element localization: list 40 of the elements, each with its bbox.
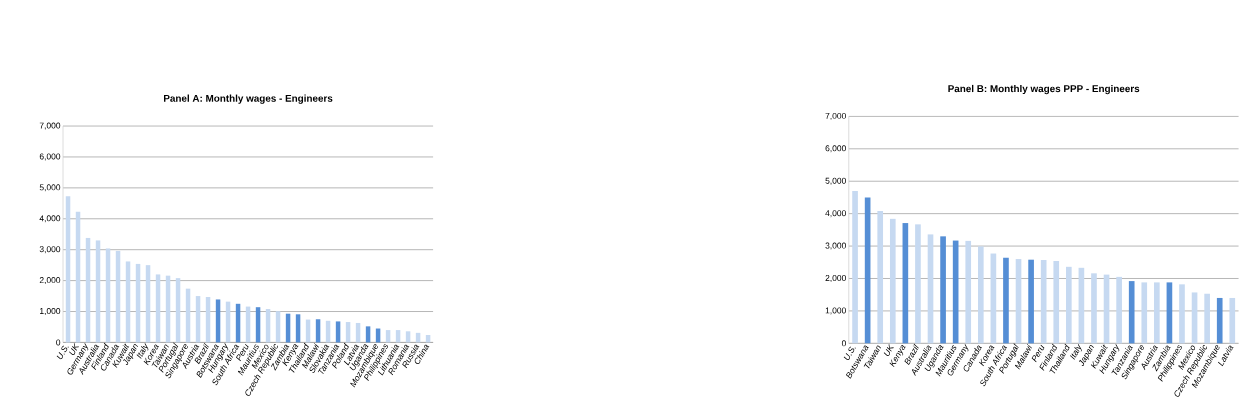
bar bbox=[977, 246, 984, 344]
y-tick-label: 2,000 bbox=[39, 277, 61, 285]
y-tick-label: 2,000 bbox=[825, 275, 846, 282]
bar bbox=[1154, 282, 1160, 344]
chart-title: Panel A: Monthly wages - Engineers bbox=[164, 94, 333, 104]
y-tick-label: 6,000 bbox=[825, 145, 846, 153]
x-tick-label: U.S. bbox=[56, 345, 69, 360]
y-tick-label: 0 bbox=[56, 339, 61, 346]
bar bbox=[1066, 266, 1072, 344]
bar bbox=[965, 240, 972, 344]
y-tick-label: 6,000 bbox=[39, 153, 61, 161]
bar bbox=[1091, 273, 1097, 344]
chart-title: Panel B: Monthly wages PPP - Engineers bbox=[948, 84, 1140, 95]
bar bbox=[1116, 276, 1122, 344]
y-tick-label: 4,000 bbox=[39, 215, 61, 223]
bar bbox=[1229, 297, 1236, 344]
y-tick-label: 5,000 bbox=[825, 177, 846, 185]
y-tick-label: 1,000 bbox=[825, 307, 846, 315]
y-tick-label: 3,000 bbox=[825, 242, 846, 250]
bar bbox=[1128, 281, 1135, 344]
bar bbox=[852, 190, 858, 344]
bar bbox=[877, 211, 884, 344]
bar bbox=[1216, 297, 1223, 344]
y-tick-label: 3,000 bbox=[39, 246, 61, 254]
y-tick-label: 5,000 bbox=[39, 184, 61, 192]
bar bbox=[1179, 284, 1185, 344]
bar bbox=[1028, 259, 1034, 344]
y-tick-label: 7,000 bbox=[825, 112, 846, 120]
bar bbox=[1040, 260, 1047, 344]
y-tick-label: 1,000 bbox=[40, 308, 61, 316]
bar bbox=[940, 236, 946, 344]
y-tick-label: 7,000 bbox=[39, 122, 61, 130]
y-tick-label: 4,000 bbox=[825, 210, 846, 218]
y-tick-label: 0 bbox=[841, 340, 846, 347]
bar bbox=[1053, 260, 1060, 344]
bar bbox=[1204, 293, 1210, 344]
bar bbox=[1003, 257, 1009, 344]
bar bbox=[1141, 282, 1148, 344]
bar bbox=[889, 218, 896, 344]
bar bbox=[915, 224, 921, 344]
